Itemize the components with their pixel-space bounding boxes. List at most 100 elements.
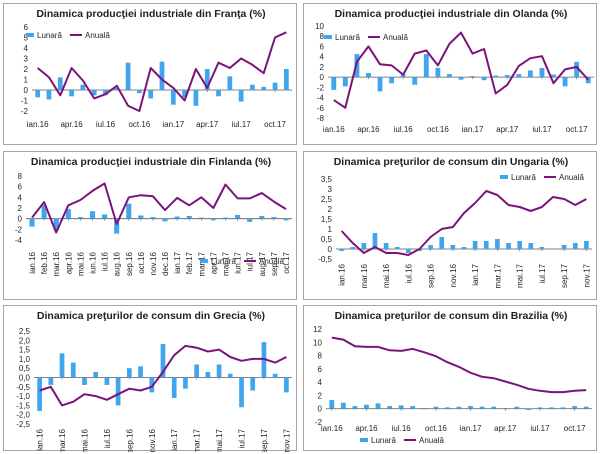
x-tick-label: dec.16: [161, 251, 170, 276]
chart-netherlands: Dinamica producţiei industriale din Olan…: [315, 8, 594, 134]
monthly-bar: [339, 249, 344, 251]
chart-panel-brazil: Dinamica preţurilor de consum din Brazil…: [303, 305, 597, 451]
chart-panel-hungary: Dinamica preţurilor de consum din Ungari…: [303, 151, 597, 300]
monthly-bar: [216, 90, 221, 97]
x-tick-label: oct.16: [128, 120, 150, 129]
y-tick-label: -4: [15, 236, 23, 245]
monthly-bar: [272, 82, 278, 90]
monthly-bar: [445, 407, 450, 409]
monthly-bar: [272, 373, 278, 378]
x-tick-label: feb.17: [185, 251, 194, 274]
y-tick-label: -2,5: [16, 420, 30, 429]
monthly-bar: [435, 67, 441, 78]
legend-annual-label: Anuală: [419, 436, 444, 445]
monthly-bar: [398, 405, 404, 409]
legend-annual-label: Anuală: [259, 257, 284, 266]
monthly-bar: [53, 218, 59, 231]
monthly-bar: [491, 406, 497, 409]
chart-panel-france: Dinamica producţiei industriale din Fran…: [3, 3, 297, 145]
monthly-bar: [182, 90, 187, 98]
monthly-bar: [527, 70, 533, 78]
y-tick-label: -0,5: [318, 255, 332, 264]
y-tick-label: 0: [24, 86, 29, 95]
chart-panel-finland: Dinamica producţiei industriale din Finl…: [3, 151, 297, 300]
monthly-bar: [170, 90, 176, 105]
monthly-bar: [560, 407, 566, 409]
y-tick-label: -1,5: [16, 401, 30, 410]
monthly-bar: [259, 216, 265, 219]
x-tick-label: oct.16: [137, 251, 146, 273]
y-tick-label: 1,5: [19, 346, 31, 355]
x-tick-label: nov.17: [582, 263, 591, 287]
monthly-bar: [48, 377, 54, 385]
monthly-bar: [479, 406, 485, 409]
x-tick-label: iul.17: [232, 120, 252, 129]
chart-hungary: Dinamica preţurilor de consum din Ungari…: [318, 156, 592, 288]
monthly-bar: [458, 77, 464, 80]
monthly-bar: [137, 90, 142, 94]
monthly-bar: [537, 407, 543, 409]
x-tick-label: apr.16: [64, 251, 73, 274]
monthly-bar: [584, 241, 589, 249]
monthly-bar: [283, 218, 289, 221]
monthly-bar: [439, 237, 445, 249]
y-tick-label: -1,0: [16, 392, 30, 401]
monthly-bar: [114, 87, 120, 90]
chart-title: Dinamica producţiei industriale din Finl…: [31, 156, 271, 168]
monthly-bar: [126, 368, 132, 378]
x-tick-label: apr.17: [496, 125, 519, 134]
x-tick-label: iul.16: [96, 120, 116, 129]
chart-brazil: Dinamica preţurilor de consum din Brazil…: [313, 310, 592, 445]
x-tick-label: ian.17: [460, 424, 482, 433]
monthly-bar: [375, 403, 381, 409]
x-tick-label: apr.16: [60, 120, 83, 129]
monthly-bar: [65, 209, 71, 219]
x-tick-label: sep.16: [125, 251, 134, 276]
x-tick-label: apr.16: [355, 424, 378, 433]
y-tick-label: 1: [328, 225, 333, 234]
x-tick-label: oct.16: [427, 125, 449, 134]
x-tick-label: ian.16: [323, 125, 345, 134]
x-tick-label: iul.17: [538, 263, 547, 283]
y-tick-label: 0: [18, 215, 23, 224]
monthly-bar: [216, 364, 222, 378]
monthly-bar: [37, 377, 42, 411]
x-tick-label: ian.16: [27, 120, 49, 129]
monthly-bar: [235, 214, 241, 219]
y-tick-label: -2: [315, 418, 323, 427]
monthly-bar: [46, 90, 52, 100]
monthly-bar: [125, 62, 131, 90]
monthly-bar: [89, 211, 96, 219]
x-tick-label: ian.17: [462, 125, 484, 134]
monthly-bar: [364, 404, 369, 409]
x-tick-label: ian.16: [36, 428, 45, 450]
monthly-bar: [104, 377, 110, 385]
monthly-bar: [383, 243, 389, 249]
monthly-bar: [138, 215, 144, 219]
x-tick-label: ian.17: [173, 251, 182, 273]
y-tick-label: 4: [24, 44, 29, 53]
x-tick-label: iul.16: [394, 125, 414, 134]
monthly-bar: [585, 77, 591, 84]
y-tick-label: -4: [317, 94, 325, 103]
monthly-bar: [406, 249, 411, 253]
monthly-bar: [551, 74, 556, 78]
legend-annual-label: Anuală: [559, 173, 584, 182]
monthly-bar: [506, 243, 511, 249]
annual-series-line: [331, 336, 587, 394]
monthly-bar: [331, 77, 337, 90]
monthly-bar: [361, 243, 367, 249]
monthly-bar: [59, 353, 65, 378]
monthly-bar: [239, 377, 244, 408]
monthly-bar: [198, 217, 204, 219]
monthly-bar: [550, 249, 556, 250]
chart-title: Dinamica preţurilor de consum din Ungari…: [334, 156, 569, 168]
monthly-bar: [283, 69, 289, 90]
y-tick-label: 2: [320, 63, 325, 72]
y-tick-label: 12: [313, 325, 322, 334]
legend-monthly-swatch: [200, 259, 208, 263]
monthly-bar: [29, 218, 35, 227]
x-tick-label: nov.16: [149, 251, 158, 275]
monthly-bar: [366, 73, 371, 78]
x-tick-label: apr.17: [196, 120, 219, 129]
